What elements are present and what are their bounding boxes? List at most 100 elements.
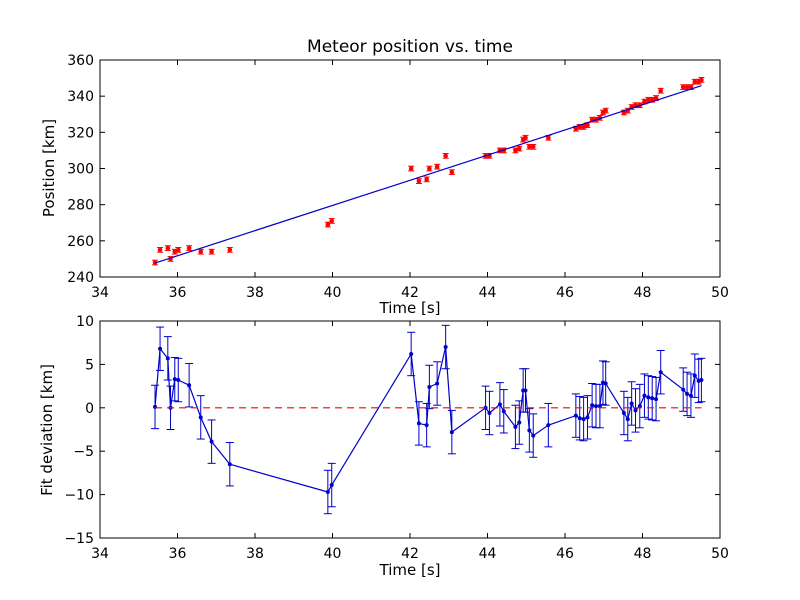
data-point <box>642 99 647 104</box>
data-point <box>692 79 698 84</box>
x-tick-label: 42 <box>401 285 419 301</box>
data-point <box>699 77 704 83</box>
data-point <box>581 417 586 422</box>
data-point <box>227 462 232 467</box>
data-point <box>516 146 522 151</box>
data-point <box>198 415 203 420</box>
x-tick-label: 44 <box>479 285 497 301</box>
x-tick-label: 50 <box>711 546 729 562</box>
data-point <box>409 351 414 356</box>
y-tick-label: −15 <box>64 531 94 547</box>
x-tick-label: 38 <box>246 285 264 301</box>
data-point <box>654 397 659 402</box>
data-point <box>158 346 163 351</box>
y-tick-label: 260 <box>67 234 94 250</box>
data-point <box>603 381 608 386</box>
x-tick-label: 36 <box>169 285 187 301</box>
data-point <box>621 411 626 416</box>
data-point <box>527 144 532 150</box>
deviation-ticks: 34 36 38 40 42 44 46 48 50 −15 −10 −5 0 5 10 <box>64 314 728 562</box>
data-point <box>546 423 551 428</box>
position-y-axis-label: Position [km] <box>40 119 58 217</box>
data-point <box>573 126 579 132</box>
data-point <box>427 384 432 389</box>
data-point <box>637 404 642 409</box>
position-marks <box>152 77 705 266</box>
data-point <box>424 423 429 428</box>
data-point <box>594 404 598 409</box>
data-point <box>501 409 506 414</box>
data-point <box>590 403 595 408</box>
data-point <box>642 393 647 398</box>
data-point <box>172 249 178 254</box>
position-panel: 34 36 38 40 42 44 46 48 50240260280300320340360 … <box>40 53 729 317</box>
data-point <box>646 97 651 103</box>
data-point <box>443 153 448 159</box>
y-tick-label: −10 <box>64 488 94 504</box>
y-tick-label: 5 <box>85 357 94 373</box>
data-point <box>692 373 697 378</box>
data-point <box>681 387 686 392</box>
data-point <box>688 393 693 398</box>
deviation-marks <box>151 324 706 515</box>
y-tick-label: −5 <box>73 444 94 460</box>
data-point <box>497 402 502 407</box>
y-tick-label: 10 <box>76 314 94 330</box>
data-point <box>187 383 192 388</box>
data-point <box>165 245 171 251</box>
data-point <box>633 408 638 413</box>
x-tick-label: 40 <box>324 285 342 301</box>
data-point <box>523 135 528 141</box>
fit-line <box>154 85 702 264</box>
data-point <box>157 247 163 253</box>
data-point <box>172 377 177 382</box>
x-tick-label: 46 <box>556 546 574 562</box>
position-x-axis-label: Time [s] <box>379 299 441 317</box>
data-point <box>653 95 659 101</box>
x-tick-label: 42 <box>401 546 419 562</box>
data-point <box>435 381 440 386</box>
data-point <box>546 135 551 141</box>
x-tick-label: 44 <box>479 546 497 562</box>
data-point <box>209 439 214 444</box>
x-tick-label: 50 <box>711 285 729 301</box>
data-point <box>646 395 651 400</box>
deviation-line <box>154 346 702 493</box>
data-point <box>449 430 454 435</box>
data-point <box>523 388 528 393</box>
y-tick-label: 0 <box>85 401 94 417</box>
data-point <box>487 411 492 416</box>
data-point <box>581 124 586 130</box>
data-point <box>685 391 690 396</box>
data-point <box>658 370 663 375</box>
data-point <box>658 88 664 94</box>
data-point <box>443 345 448 350</box>
data-point <box>603 108 608 113</box>
data-point <box>530 144 536 150</box>
x-tick-label: 38 <box>246 546 264 562</box>
data-point <box>684 84 690 90</box>
data-point <box>325 489 330 494</box>
data-point <box>527 428 532 433</box>
data-point <box>531 433 536 438</box>
data-point <box>434 164 440 169</box>
data-point <box>449 169 455 175</box>
data-point <box>573 413 578 418</box>
data-point <box>699 378 704 383</box>
y-tick-label: 240 <box>67 270 94 286</box>
x-tick-label: 48 <box>634 285 652 301</box>
data-point <box>585 122 590 128</box>
data-point <box>424 177 429 182</box>
y-tick-label: 360 <box>67 53 94 69</box>
data-point <box>186 245 192 251</box>
data-point <box>577 416 582 421</box>
y-tick-label: 280 <box>67 198 94 214</box>
data-point <box>517 420 522 425</box>
chart-title: Meteor position vs. time <box>307 37 513 57</box>
data-point <box>176 378 181 383</box>
data-point <box>329 483 334 488</box>
x-tick-label: 48 <box>634 546 652 562</box>
y-tick-label: 340 <box>67 89 94 105</box>
y-tick-label: 320 <box>67 125 94 141</box>
